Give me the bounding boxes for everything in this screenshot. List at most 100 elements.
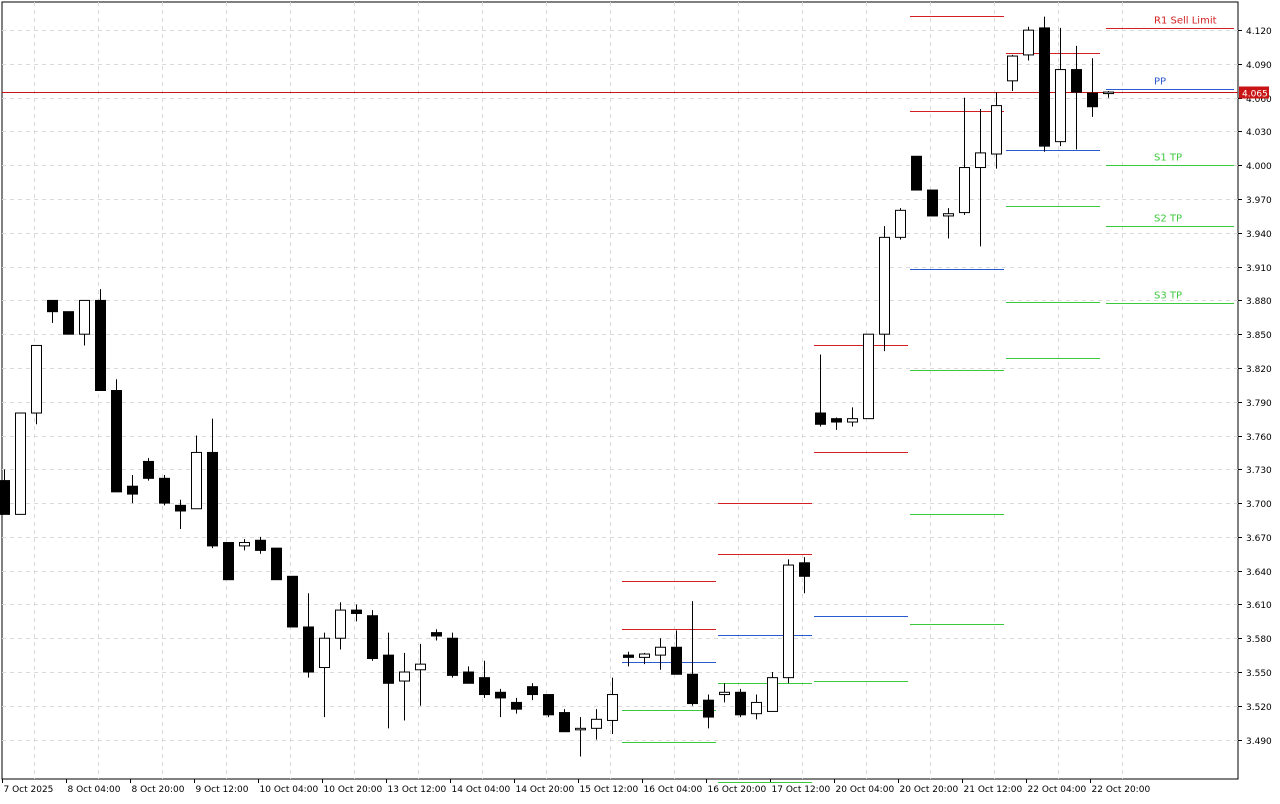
price-tick-label: 3.790	[1246, 399, 1272, 409]
candle-bear[interactable]	[559, 712, 570, 733]
time-tick-label: 10 Oct 20:00	[324, 785, 383, 795]
candle-bear[interactable]	[63, 311, 74, 335]
candle-bear[interactable]	[543, 694, 554, 716]
price-tick-label: 3.730	[1246, 466, 1272, 476]
price-tick-label: 3.970	[1246, 196, 1272, 206]
candle-bear[interactable]	[687, 673, 698, 705]
candle-bull[interactable]	[239, 542, 250, 547]
candle-bull[interactable]	[79, 299, 90, 335]
candle-bear[interactable]	[799, 562, 810, 577]
price-tick-label: 3.700	[1246, 500, 1272, 510]
current-level-label: S1 TP	[1154, 153, 1182, 164]
time-tick-label: 15 Oct 12:00	[580, 785, 639, 795]
candle-bull[interactable]	[31, 344, 42, 414]
candle-bull[interactable]	[975, 152, 986, 169]
candle-bear[interactable]	[447, 637, 458, 676]
candle-bear[interactable]	[911, 155, 922, 191]
candle-bear[interactable]	[831, 418, 842, 423]
current-price-value: 4.065	[1242, 90, 1268, 100]
candle-bear[interactable]	[207, 451, 218, 547]
candle-bull[interactable]	[335, 609, 346, 639]
candle-bear[interactable]	[127, 485, 138, 495]
time-tick-label: 16 Oct 04:00	[644, 785, 703, 795]
candle-bull[interactable]	[415, 663, 426, 671]
candle-bear[interactable]	[255, 539, 266, 551]
current-level-label: S2 TP	[1154, 214, 1182, 225]
candle-bear[interactable]	[671, 646, 682, 675]
candle-bull[interactable]	[991, 105, 1002, 155]
time-tick-label: 7 Oct 2025	[4, 785, 54, 795]
candle-bull[interactable]	[607, 694, 618, 721]
candle-bear[interactable]	[303, 626, 314, 673]
candle-bear[interactable]	[511, 701, 522, 710]
candle-bull[interactable]	[943, 213, 954, 217]
price-tick-label: 3.940	[1246, 230, 1272, 240]
time-tick-label: 20 Oct 04:00	[836, 785, 895, 795]
candle-bull[interactable]	[639, 653, 650, 658]
time-tick-label: 16 Oct 20:00	[708, 785, 767, 795]
candle-bear[interactable]	[47, 299, 58, 313]
candle-bear[interactable]	[0, 480, 10, 515]
time-tick-label: 14 Oct 20:00	[516, 785, 575, 795]
candle-bull[interactable]	[751, 701, 762, 715]
candle-bull[interactable]	[319, 637, 330, 669]
candle-bull[interactable]	[879, 236, 890, 335]
price-tick-label: 3.520	[1246, 703, 1272, 713]
candle-bear[interactable]	[223, 542, 234, 581]
time-tick-label: 21 Oct 12:00	[964, 785, 1023, 795]
time-tick-label: 8 Oct 20:00	[132, 785, 185, 795]
candle-bear[interactable]	[815, 412, 826, 425]
candle-bear[interactable]	[431, 632, 442, 637]
candle-bear[interactable]	[495, 691, 506, 699]
time-tick-label: 20 Oct 20:00	[900, 785, 959, 795]
candle-bull[interactable]	[719, 691, 730, 696]
candle-bull[interactable]	[767, 677, 778, 712]
current-price-tag	[1239, 86, 1269, 99]
candle-bull[interactable]	[863, 333, 874, 420]
candle-bull[interactable]	[847, 418, 858, 423]
candle-bear[interactable]	[1071, 69, 1082, 93]
candle-bull[interactable]	[399, 671, 410, 682]
candle-bear[interactable]	[527, 686, 538, 696]
candle-bull[interactable]	[783, 564, 794, 679]
candle-bear[interactable]	[351, 609, 362, 614]
candle-bear[interactable]	[1039, 27, 1050, 147]
candle-bear[interactable]	[367, 615, 378, 660]
candle-bull[interactable]	[191, 451, 202, 510]
price-tick-label: 3.850	[1246, 331, 1272, 341]
plot-area[interactable]	[1, 1, 1239, 780]
candle-bear[interactable]	[159, 477, 170, 504]
candle-bear[interactable]	[703, 699, 714, 718]
price-tick-label: 3.550	[1246, 669, 1272, 679]
price-tick-label: 4.060	[1246, 95, 1272, 105]
candle-bear[interactable]	[287, 575, 298, 628]
candle-bull[interactable]	[895, 209, 906, 238]
price-tick-label: 3.880	[1246, 297, 1272, 307]
time-tick-label: 8 Oct 04:00	[68, 785, 121, 795]
candle-bull[interactable]	[591, 718, 602, 729]
candle-bull[interactable]	[1055, 69, 1066, 143]
candle-bull[interactable]	[1103, 91, 1114, 95]
candle-bull[interactable]	[15, 412, 26, 515]
candle-bear[interactable]	[623, 654, 634, 658]
candle-bear[interactable]	[95, 299, 106, 392]
candle-bear[interactable]	[175, 504, 186, 512]
candle-bull[interactable]	[959, 167, 970, 214]
candle-bull[interactable]	[1007, 55, 1018, 82]
time-tick-label: 9 Oct 12:00	[196, 785, 249, 795]
candle-bear[interactable]	[463, 671, 474, 684]
candle-bear[interactable]	[383, 654, 394, 684]
candle-bear[interactable]	[927, 189, 938, 217]
candle-bear[interactable]	[143, 460, 154, 479]
candle-bull[interactable]	[655, 646, 666, 656]
candle-bull[interactable]	[1023, 29, 1034, 56]
candle-bear[interactable]	[111, 390, 122, 493]
candle-bull[interactable]	[575, 727, 586, 731]
price-tick-label: 3.820	[1246, 365, 1272, 375]
candle-bear[interactable]	[735, 691, 746, 716]
candle-bear[interactable]	[479, 677, 490, 696]
candle-bear[interactable]	[1087, 92, 1098, 108]
candle-bear[interactable]	[271, 547, 282, 581]
